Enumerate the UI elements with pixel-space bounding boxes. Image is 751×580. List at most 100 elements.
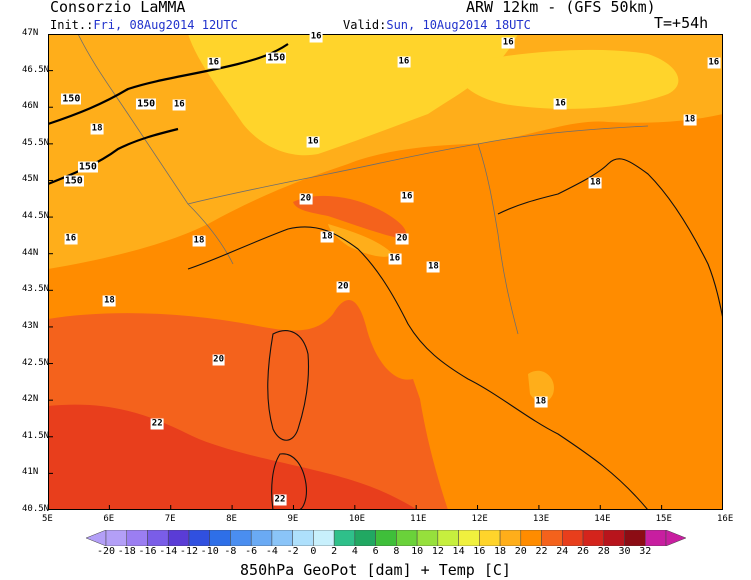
temp-contour-label: 18 xyxy=(534,396,548,408)
colorbar-label: 0 xyxy=(310,546,317,557)
init-value: Fri, 08Aug2014 12UTC xyxy=(93,18,238,32)
band-22-24 xyxy=(48,404,418,510)
colorbar-cell xyxy=(520,530,542,546)
colorbar-label: 32 xyxy=(639,546,652,557)
temp-contour-label: 20 xyxy=(336,281,350,293)
colorbar xyxy=(86,530,686,546)
lon-tick-label: 11E xyxy=(410,514,427,524)
temp-contour-label: 18 xyxy=(90,123,104,135)
lon-tick-label: 14E xyxy=(594,514,611,524)
valid-line: Valid:Sun, 10Aug2014 18UTC xyxy=(343,18,531,32)
temp-contour-label: 22 xyxy=(150,418,164,430)
temp-contour-label: 20 xyxy=(299,193,313,205)
init-line: Init.:Fri, 08Aug2014 12UTC xyxy=(50,18,238,32)
temp-contour-label: 18 xyxy=(426,261,440,273)
colorbar-label: -10 xyxy=(200,546,219,557)
colorbar-cell xyxy=(645,530,667,546)
lat-tick-label: 45.5N xyxy=(22,137,50,148)
temp-contour-label: 18 xyxy=(320,231,334,243)
colorbar-label: -18 xyxy=(117,546,136,557)
colorbar-cell xyxy=(167,530,190,546)
temp-contour-label: 18 xyxy=(192,235,206,247)
temp-contour-label: 16 xyxy=(64,233,78,245)
geopot-150-contour xyxy=(48,43,289,186)
colorbar-label: 8 xyxy=(393,546,400,557)
lead-time: T=+54h xyxy=(654,14,709,32)
lat-tick-label: 46.5N xyxy=(22,64,50,75)
temp-contour-label: 16 xyxy=(207,57,221,69)
coastlines xyxy=(187,158,723,510)
map-border xyxy=(48,34,723,510)
colorbar-cell xyxy=(354,530,376,546)
temp-contour-label: 16 xyxy=(309,31,323,43)
temp-contour-label: 16 xyxy=(707,57,721,69)
colorbar-cell xyxy=(582,530,605,546)
temp-contour-label: 18 xyxy=(683,114,697,126)
colorbar-label: 12 xyxy=(431,546,444,557)
colorbar-cell xyxy=(479,530,501,546)
colorbar-cell xyxy=(603,530,625,546)
colorbar-cell xyxy=(375,530,397,546)
colorbar-cell xyxy=(147,530,169,546)
geopot-contour-label: 150 xyxy=(63,175,84,187)
colorbar-label: 28 xyxy=(597,546,610,557)
band-20-po xyxy=(293,195,407,239)
colorbar-high-arrow xyxy=(665,530,686,546)
geo-lines xyxy=(77,34,649,335)
colorbar-label: 4 xyxy=(351,546,358,557)
map-panel[interactable]: 16 16 16 16 16 16 16 18 16 18 18 20 16 18 16 18 20 16 18 20… xyxy=(48,31,723,510)
lon-tick-label: 13E xyxy=(532,514,550,524)
colorbar-cell xyxy=(416,530,439,546)
lat-tick-label: 41.5N xyxy=(22,430,50,441)
colorbar-label: 26 xyxy=(577,546,590,557)
geopot-contour-label: 150 xyxy=(266,52,287,64)
temp-contour-label: 16 xyxy=(397,56,411,68)
colorbar-label: -16 xyxy=(138,546,157,557)
colorbar-label: 18 xyxy=(494,546,507,557)
colorbar-cell xyxy=(126,530,148,546)
lat-tick-label: 40.5N xyxy=(22,504,50,514)
lat-tick-label: 42N xyxy=(22,394,39,405)
colorbar-cell xyxy=(333,530,356,546)
lat-tick-label: 41N xyxy=(22,467,39,478)
temp-contour-label: 16 xyxy=(501,37,515,49)
geopot-contour-label: 150 xyxy=(77,161,98,173)
colorbar-cell xyxy=(271,530,293,546)
lat-tick-label: 44N xyxy=(22,247,39,258)
colorbar-label: -6 xyxy=(245,546,258,557)
lon-tick-label: 16E xyxy=(717,514,734,524)
colorbar-label: 6 xyxy=(372,546,379,557)
colorbar-label: 16 xyxy=(473,546,486,557)
lat-lon-grid xyxy=(48,34,723,510)
colorbar-cell xyxy=(458,530,480,546)
lon-tick-label: 6E xyxy=(103,514,115,524)
colorbar-cell xyxy=(105,530,127,546)
footer-caption: 850hPa GeoPot [dam] + Temp [C] xyxy=(240,561,511,579)
temp-contour-label: 16 xyxy=(306,136,320,148)
lon-tick-label: 7E xyxy=(164,514,176,524)
valid-label: Valid: xyxy=(343,18,387,32)
lat-tick-label: 42.5N xyxy=(22,357,50,368)
temperature-map[interactable] xyxy=(48,34,723,510)
lon-tick-label: 10E xyxy=(348,514,366,524)
band-14-16 xyxy=(188,34,518,156)
colorbar-cell xyxy=(541,530,563,546)
colorbar-cell xyxy=(624,530,646,546)
colorbar-label: 30 xyxy=(618,546,631,557)
colorbar-label: 14 xyxy=(452,546,465,557)
colorbar-label: -20 xyxy=(96,546,116,557)
colorbar-cell xyxy=(437,530,459,546)
init-label: Init.: xyxy=(50,18,94,32)
colorbar-label: -4 xyxy=(265,546,278,557)
colorbar-cell xyxy=(188,530,210,546)
geopot-contour-label: 150 xyxy=(136,98,157,110)
colorbar-label: -2 xyxy=(286,546,299,557)
lat-tick-label: 43.5N xyxy=(22,284,50,295)
model-title: ARW 12km - (GFS 50km) xyxy=(466,0,656,16)
colorbar-cell xyxy=(562,530,584,546)
colorbar-cell xyxy=(313,530,335,546)
org-title: Consorzio LaMMA xyxy=(50,0,186,16)
colorbar-cell xyxy=(230,530,252,546)
geopot-contour-label: 150 xyxy=(61,93,82,105)
lon-tick-label: 8E xyxy=(226,514,237,524)
